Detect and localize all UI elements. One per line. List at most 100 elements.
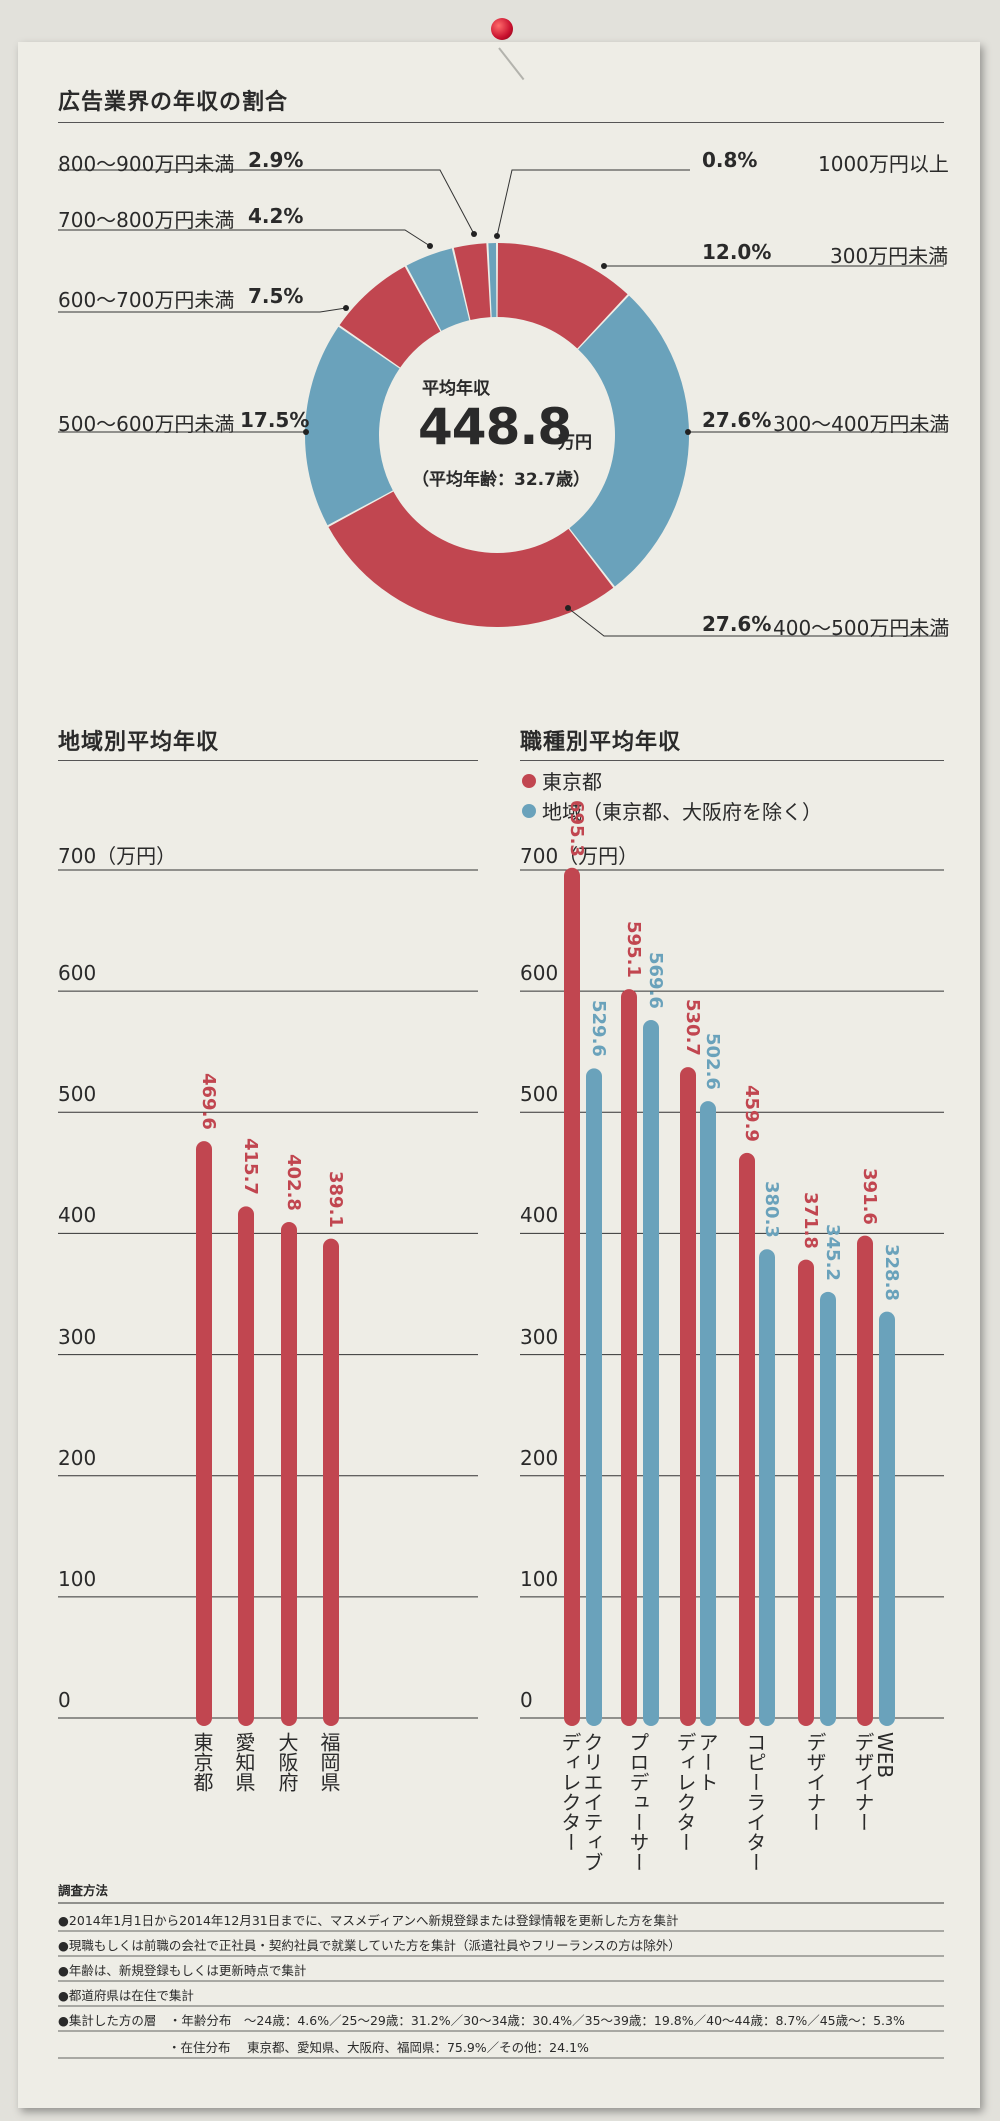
seg-pct-400-500: 27.6% [702, 612, 772, 636]
leader-400-500-dot [565, 605, 571, 611]
region-title-rule [58, 760, 478, 761]
donut-segment [497, 243, 628, 349]
notes: 調査方法 [58, 1880, 944, 1903]
seg-pct-800-900: 2.9% [248, 148, 304, 172]
seg-label-700-800: 700〜800万円未満 [58, 208, 235, 232]
job-category-label: デザイナー [803, 1732, 827, 1832]
legend-region: 地域（東京都、大阪府を除く） [522, 796, 822, 825]
center-sub: （平均年齢：32.7歳） [412, 470, 590, 490]
job-tick-label: 500 [520, 1082, 559, 1107]
job-title: 職種別平均年収 [520, 730, 682, 755]
notes-line: ●都道府県は在住で集計 [58, 1988, 194, 2003]
job-bar-region-value: 345.2 [822, 1223, 843, 1281]
job-unit: 700（万円） [520, 844, 639, 868]
leader-600-700 [58, 307, 347, 313]
legend-tokyo-dot [522, 773, 536, 788]
region-tick-label: 600 [58, 961, 97, 986]
job-bar-tokyo-value: 459.9 [741, 1084, 762, 1142]
job-bar-tokyo-value: 530.7 [682, 999, 703, 1057]
job-category-label: クリエイティブ ディレクター [558, 1732, 604, 1872]
job-category-label: コピーライター [743, 1732, 767, 1872]
donut-segment [305, 326, 400, 526]
seg-label-600-700: 600〜700万円未満 [58, 288, 235, 312]
legend-region-label: 地域（東京都、大阪府を除く） [542, 800, 822, 824]
job-tick-label: 200 [520, 1445, 559, 1470]
seg-label-1000: 1000万円以上 [818, 152, 949, 176]
legend-region-dot [522, 803, 536, 818]
pushpin-icon [491, 18, 513, 40]
leader-600-700-dot [343, 305, 349, 311]
seg-label-300: 300万円未満 [830, 244, 949, 268]
leader-700-800 [58, 229, 431, 247]
job-tick-label: 400 [520, 1203, 559, 1228]
job-category-label: アート ディレクター [673, 1732, 719, 1852]
job-bar-region-value: 380.3 [761, 1181, 782, 1239]
region-tick-label: 300 [58, 1324, 97, 1349]
region-bar-value: 402.8 [283, 1154, 304, 1211]
job-bar-region-value: 502.6 [702, 1033, 723, 1091]
notes-line: ●2014年1月1日から2014年12月31日までに、マスメディアンへ新規登録ま… [58, 1913, 679, 1928]
region-title: 地域別平均年収 [58, 730, 220, 755]
leader-500-600-dot [303, 429, 309, 435]
notes-line: ・在住分布 東京都、愛知県、大阪府、福岡県：75.9%／その他：24.1% [168, 2040, 589, 2055]
seg-pct-300-400: 27.6% [702, 408, 772, 432]
leader-800-900 [58, 169, 475, 235]
seg-pct-1000: 0.8% [702, 148, 758, 172]
job-title-rule [520, 760, 944, 761]
legend-tokyo-label: 東京都 [542, 770, 602, 794]
donut-title: 広告業界の年収の割合 [58, 90, 289, 115]
center-label: 平均年収 [422, 379, 490, 399]
region-tick-label: 400 [58, 1203, 97, 1228]
leader-700-800-dot [427, 243, 433, 249]
seg-label-300-400: 300〜400万円未満 [773, 412, 950, 436]
notes-line: ●集計した方の層 ・年齢分布 〜24歳：4.6%／25〜29歳：31.2%／30… [58, 2013, 905, 2028]
notes-line: ●現職もしくは前職の会社で正社員・契約社員で就業していた方を集計（派遣社員やフリ… [58, 1938, 681, 1953]
job-bar-region-value: 529.6 [588, 1000, 609, 1058]
leader-800-900-dot [471, 231, 477, 237]
seg-pct-300: 12.0% [702, 240, 772, 264]
infographic-card [18, 42, 980, 2108]
job-bar-tokyo-value: 371.8 [800, 1191, 821, 1249]
region-bar-value: 415.7 [240, 1138, 261, 1196]
leader-1000 [496, 169, 690, 237]
notes-title: 調査方法 [58, 1883, 109, 1898]
job-category-label: WEB デザイナー [851, 1732, 897, 1832]
job-bar-tokyo-value: 595.1 [623, 921, 644, 979]
donut-segment [406, 248, 470, 331]
job-tick-label: 300 [520, 1324, 559, 1349]
job-category-label: プロデューサー [626, 1732, 650, 1872]
legend-tokyo: 東京都 [522, 766, 602, 795]
job-bar-tokyo-value: 391.6 [859, 1167, 880, 1225]
seg-label-800-900: 800〜900万円未満 [58, 152, 235, 176]
region-category-label: 福岡県 [317, 1732, 341, 1792]
region-bar-value: 389.1 [325, 1170, 346, 1228]
region-tick-label: 100 [58, 1566, 97, 1591]
donut-segment [453, 243, 491, 321]
seg-pct-700-800: 4.2% [248, 204, 304, 228]
job-bar-region-value: 328.8 [881, 1243, 902, 1301]
notes-line: ●年齢は、新規登録もしくは更新時点で集計 [58, 1963, 307, 1978]
center-unit: 万円 [558, 433, 592, 453]
donut-segment [569, 295, 689, 587]
region-bar-value: 469.6 [198, 1073, 219, 1131]
job-bar-tokyo-value: 695.3 [566, 799, 587, 857]
center-value: 448.8 [418, 398, 572, 456]
region-tick-label: 0 [58, 1688, 71, 1712]
region-tick-label: 500 [58, 1082, 97, 1107]
job-tick-label: 600 [520, 961, 559, 986]
region-category-label: 愛知県 [232, 1732, 256, 1792]
leader-400-500 [567, 607, 944, 637]
seg-label-400-500: 400〜500万円未満 [773, 616, 950, 640]
region-tick-label: 200 [58, 1445, 97, 1470]
region-category-label: 東京都 [190, 1732, 214, 1792]
seg-label-500-600: 500〜600万円未満 [58, 412, 235, 436]
seg-pct-600-700: 7.5% [248, 284, 304, 308]
donut-segment [488, 243, 497, 318]
leader-300-400-dot [685, 429, 691, 435]
region-unit: 700（万円） [58, 844, 177, 868]
region-category-label: 大阪府 [275, 1732, 299, 1792]
donut-segment [339, 266, 441, 368]
leader-300-dot [601, 263, 607, 269]
leader-1000-dot [494, 233, 500, 239]
